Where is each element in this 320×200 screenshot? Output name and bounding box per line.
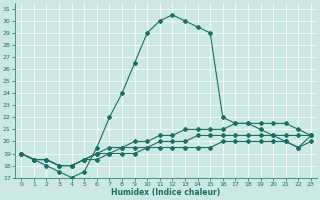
X-axis label: Humidex (Indice chaleur): Humidex (Indice chaleur): [111, 188, 221, 197]
